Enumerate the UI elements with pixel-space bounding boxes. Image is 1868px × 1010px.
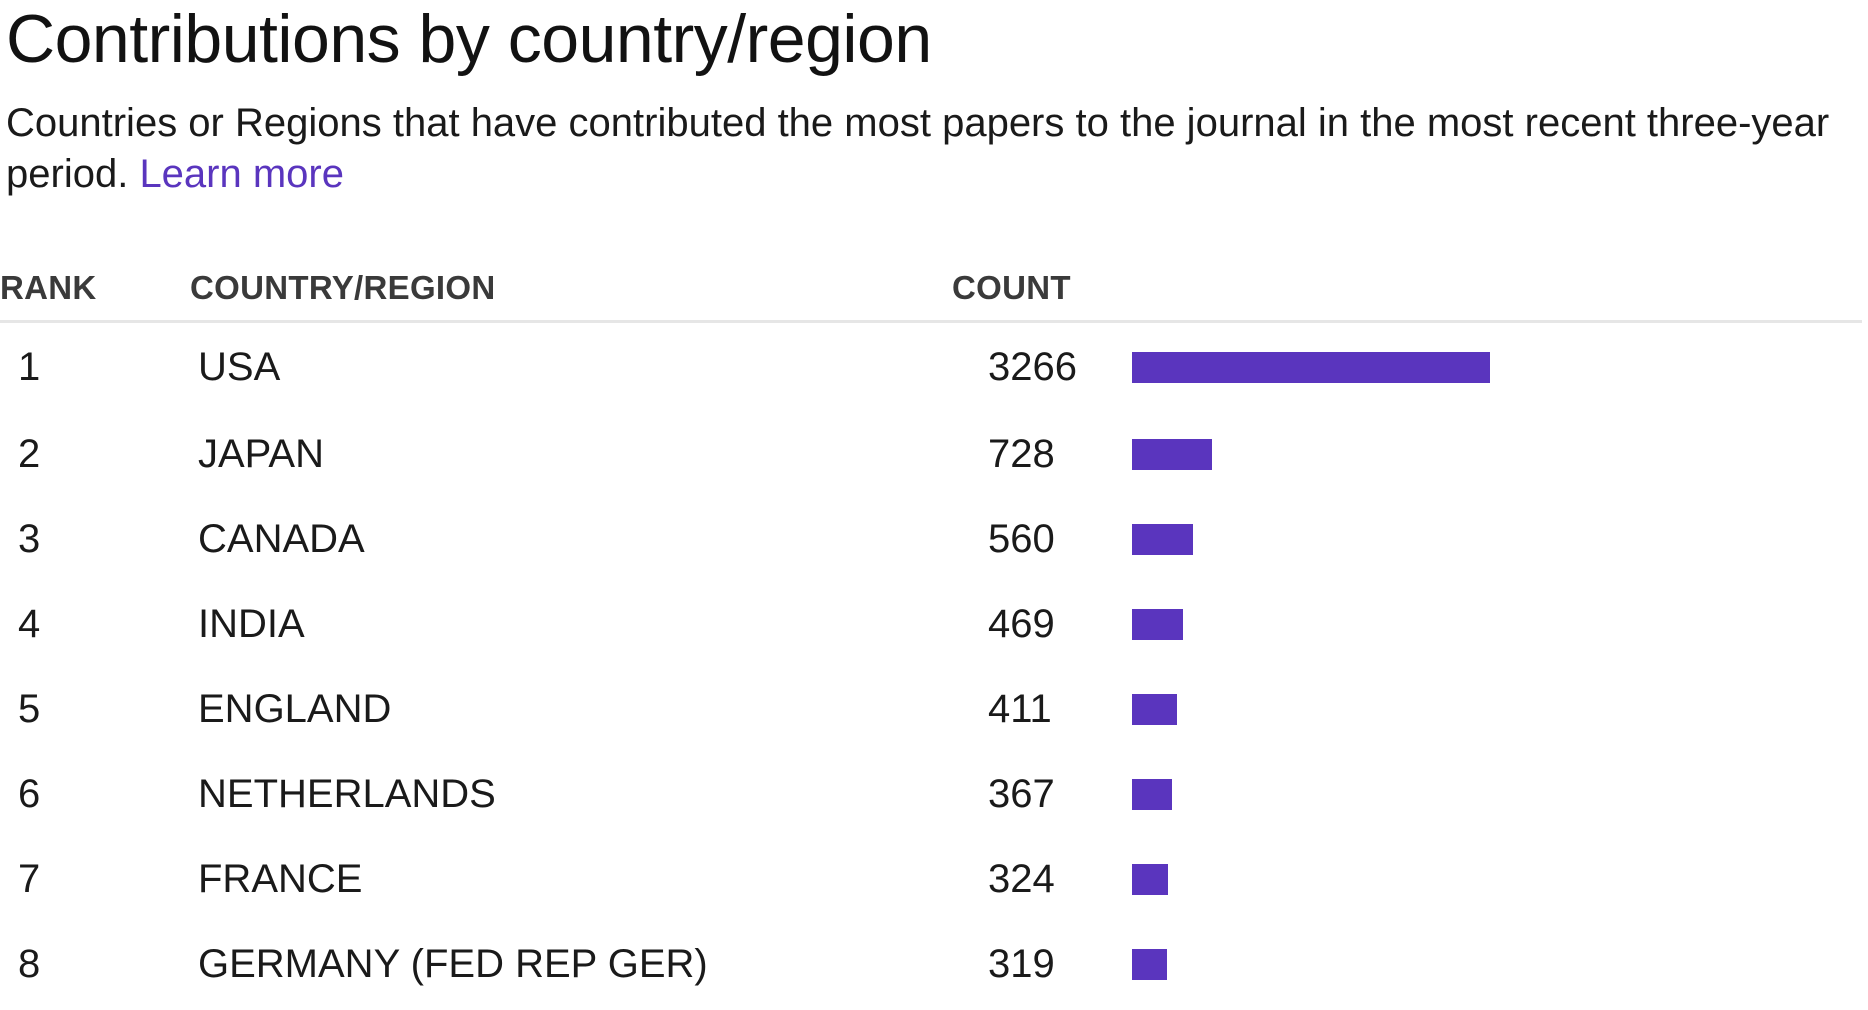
count-cell: 367 (988, 772, 1055, 816)
page-title: Contributions by country/region (6, 1, 932, 77)
count-bar (1132, 949, 1167, 980)
country-column-header: COUNTRY/REGION (190, 256, 952, 323)
rank-cell: 8 (18, 942, 41, 986)
count-cell: 411 (988, 687, 1052, 731)
table-row: 1 USA 3266 (0, 322, 1862, 413)
table-header-row: RANK COUNTRY/REGION COUNT (0, 256, 1862, 323)
rank-column-header: RANK (0, 256, 190, 323)
count-cell: 728 (988, 432, 1055, 476)
count-cell: 324 (988, 857, 1055, 901)
country-cell: CANADA (198, 517, 365, 561)
bar-cell (1132, 582, 1862, 667)
count-bar (1132, 694, 1177, 725)
bar-cell (1132, 322, 1862, 413)
country-cell: NETHERLANDS (198, 772, 496, 816)
country-cell: GERMANY (FED REP GER) (198, 942, 708, 986)
count-bar (1132, 439, 1212, 470)
count-cell: 469 (988, 602, 1055, 646)
country-cell: FRANCE (198, 857, 363, 901)
table-row: 5 ENGLAND 411 (0, 667, 1862, 752)
table-row: 4 INDIA 469 (0, 582, 1862, 667)
count-column-header: COUNT (952, 256, 1132, 323)
count-cell: 319 (988, 942, 1055, 986)
bar-cell (1132, 667, 1862, 752)
country-cell: JAPAN (198, 432, 324, 476)
country-cell: ENGLAND (198, 687, 392, 731)
count-bar (1132, 864, 1168, 895)
bar-cell (1132, 922, 1862, 1007)
count-bar (1132, 524, 1193, 555)
table-row: 2 JAPAN 728 (0, 412, 1862, 497)
table-row: 7 FRANCE 324 (0, 837, 1862, 922)
contributions-panel: Contributions by country/region Countrie… (6, 0, 1868, 200)
description-text: Countries or Regions that have contribut… (6, 101, 1830, 196)
rank-cell: 3 (18, 517, 41, 561)
rank-cell: 7 (18, 857, 41, 901)
bar-cell (1132, 497, 1862, 582)
rank-cell: 5 (18, 687, 41, 731)
table-row: 8 GERMANY (FED REP GER) 319 (0, 922, 1862, 1007)
rank-cell: 1 (18, 345, 41, 389)
bar-cell (1132, 412, 1862, 497)
count-cell: 560 (988, 517, 1055, 561)
panel-description: Countries or Regions that have contribut… (6, 98, 1862, 200)
count-bar (1132, 609, 1183, 640)
rank-cell: 6 (18, 772, 41, 816)
contributions-table: RANK COUNTRY/REGION COUNT 1 USA 3266 2 JAPAN… (0, 256, 1862, 1007)
table-row: 6 NETHERLANDS 367 (0, 752, 1862, 837)
country-cell: USA (198, 345, 281, 389)
count-cell: 3266 (988, 345, 1077, 389)
table-row: 3 CANADA 560 (0, 497, 1862, 582)
learn-more-link[interactable]: Learn more (139, 152, 344, 196)
count-bar (1132, 352, 1490, 383)
count-bar (1132, 779, 1172, 810)
rank-cell: 4 (18, 602, 41, 646)
bar-column-header (1132, 256, 1862, 323)
country-cell: INDIA (198, 602, 305, 646)
rank-cell: 2 (18, 432, 41, 476)
bar-cell (1132, 752, 1862, 837)
bar-cell (1132, 837, 1862, 922)
